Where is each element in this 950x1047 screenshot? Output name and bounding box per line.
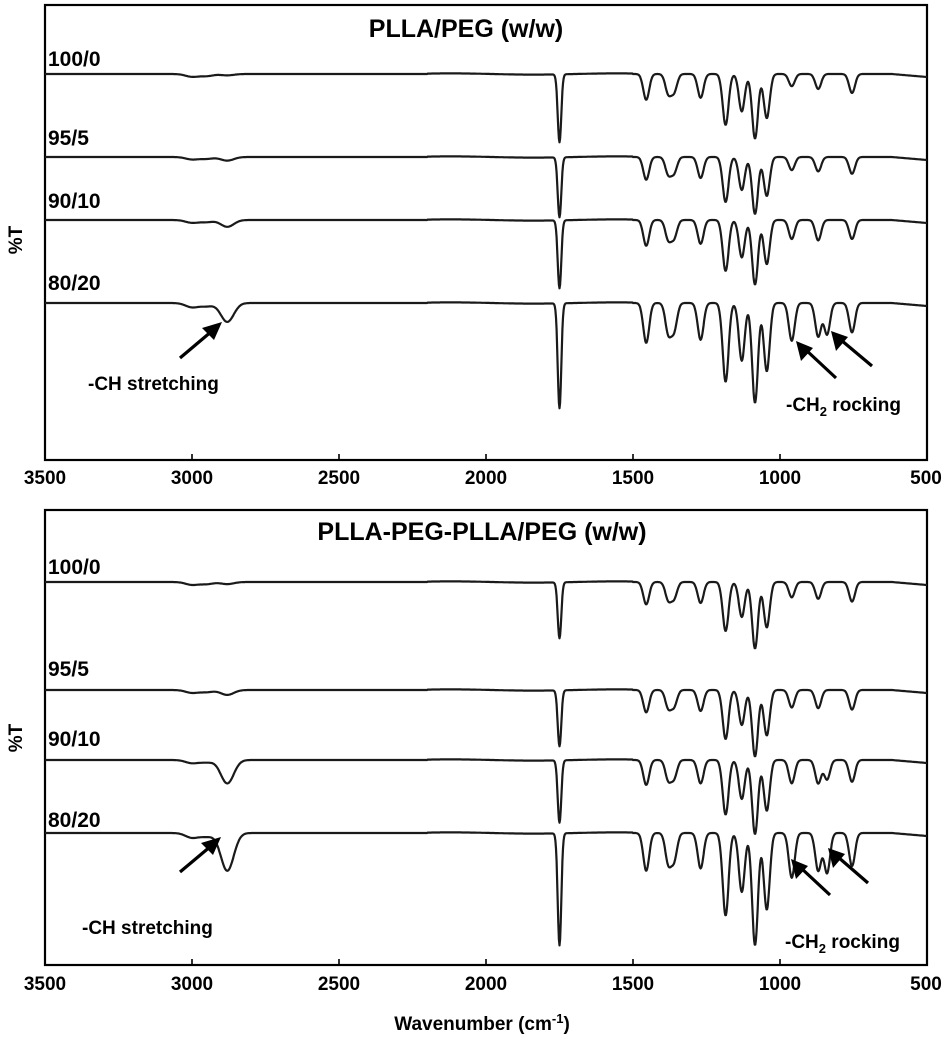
spectrum-bottom-95-5 bbox=[44, 688, 928, 758]
trace-label-top-90-10: 90/10 bbox=[48, 190, 101, 213]
x-tick-label-top-1000: 1000 bbox=[759, 468, 801, 489]
annotation-text-ch2-rocking-bottom: -CH2 rocking bbox=[785, 932, 900, 956]
x-tick-label-bottom-3500: 3500 bbox=[24, 974, 66, 995]
annotation-text-ch-stretching-top: -CH stretching bbox=[88, 374, 219, 395]
x-tick-label-bottom-1000: 1000 bbox=[759, 974, 801, 995]
x-tick-label-bottom-2000: 2000 bbox=[465, 974, 507, 995]
x-tick-label-bottom-3000: 3000 bbox=[171, 974, 213, 995]
chart-title-bottom: PLLA-PEG-PLLA/PEG (w/w) bbox=[317, 518, 646, 546]
trace-label-top-95-5: 95/5 bbox=[48, 127, 89, 150]
trace-label-bottom-80-20: 80/20 bbox=[48, 809, 101, 832]
x-tick-label-bottom-2500: 2500 bbox=[318, 974, 360, 995]
y-axis-label-top: %T bbox=[6, 225, 27, 254]
annotation-text-ch-stretching-bottom: -CH stretching bbox=[82, 918, 213, 939]
annotation-ch-stretching-bottom: -CH stretching bbox=[82, 837, 221, 939]
spectrum-top-80-20 bbox=[44, 301, 928, 410]
trace-label-bottom-95-5: 95/5 bbox=[48, 658, 89, 681]
x-ticks-top: 3500 3000 2500 2000 1500 1000 500 bbox=[24, 454, 942, 489]
x-tick-label-top-1500: 1500 bbox=[612, 468, 654, 489]
x-tick-label-top-2000: 2000 bbox=[465, 468, 507, 489]
arrowhead-ch2-rocking-2-bottom bbox=[828, 848, 845, 868]
arrow-ch-stretching-top bbox=[178, 329, 214, 360]
x-tick-label-top-2500: 2500 bbox=[318, 468, 360, 489]
spectra-bottom bbox=[44, 580, 928, 947]
x-tick-label-top-3500: 3500 bbox=[24, 468, 66, 489]
arrow-ch2-rocking-2-top bbox=[839, 338, 874, 368]
trace-label-top-80-20: 80/20 bbox=[48, 272, 101, 295]
x-tick-label-bottom-1500: 1500 bbox=[612, 974, 654, 995]
panel-top: PLLA/PEG (w/w) %T 100/0 95/5 90/10 80/20… bbox=[6, 3, 942, 489]
x-axis-label: Wavenumber (cm-1) bbox=[394, 1011, 570, 1035]
trace-label-bottom-100-0: 100/0 bbox=[48, 556, 101, 579]
annotation-ch2-rocking-top: -CH2 rocking bbox=[786, 331, 901, 419]
trace-label-top-100-0: 100/0 bbox=[48, 48, 101, 71]
spectra-top bbox=[44, 72, 928, 410]
arrow-ch2-rocking-1-bottom bbox=[799, 866, 832, 897]
x-tick-label-top-500: 500 bbox=[910, 468, 942, 489]
y-axis-label-bottom: %T bbox=[6, 723, 27, 752]
spectrum-top-95-5 bbox=[44, 155, 928, 219]
x-tick-label-bottom-500: 500 bbox=[910, 974, 942, 995]
annotation-text-ch2-rocking-top: -CH2 rocking bbox=[786, 395, 901, 419]
arrow-ch2-rocking-2-bottom bbox=[836, 855, 870, 885]
spectrum-bottom-90-10 bbox=[44, 758, 928, 835]
spectrum-bottom-100-0 bbox=[44, 580, 928, 650]
annotation-ch-stretching-top: -CH stretching bbox=[88, 322, 222, 395]
trace-label-bottom-90-10: 90/10 bbox=[48, 728, 101, 751]
arrowhead-ch-stretching-top bbox=[202, 322, 222, 340]
spectrum-top-100-0 bbox=[44, 72, 928, 144]
x-tick-label-top-3000: 3000 bbox=[171, 468, 213, 489]
x-ticks-bottom: 3500 3000 2500 2000 1500 1000 500 bbox=[24, 959, 942, 995]
arrow-ch-stretching-bottom bbox=[178, 844, 213, 874]
arrowhead-ch2-rocking-1-bottom bbox=[791, 859, 808, 879]
arrowhead-ch2-rocking-2-top bbox=[831, 331, 848, 351]
arrow-ch2-rocking-1-top bbox=[804, 348, 838, 380]
spectrum-bottom-80-20 bbox=[44, 831, 928, 947]
arrowhead-ch2-rocking-1-top bbox=[796, 341, 813, 361]
chart-title-top: PLLA/PEG (w/w) bbox=[369, 15, 563, 43]
panel-bottom: PLLA-PEG-PLLA/PEG (w/w) %T 100/0 95/5 90… bbox=[6, 508, 942, 1035]
annotation-ch2-rocking-bottom: -CH2 rocking bbox=[785, 848, 900, 956]
arrowhead-ch-stretching-bottom bbox=[201, 837, 221, 855]
plot-frame-bottom bbox=[43, 508, 929, 967]
spectrum-top-90-10 bbox=[44, 218, 928, 290]
